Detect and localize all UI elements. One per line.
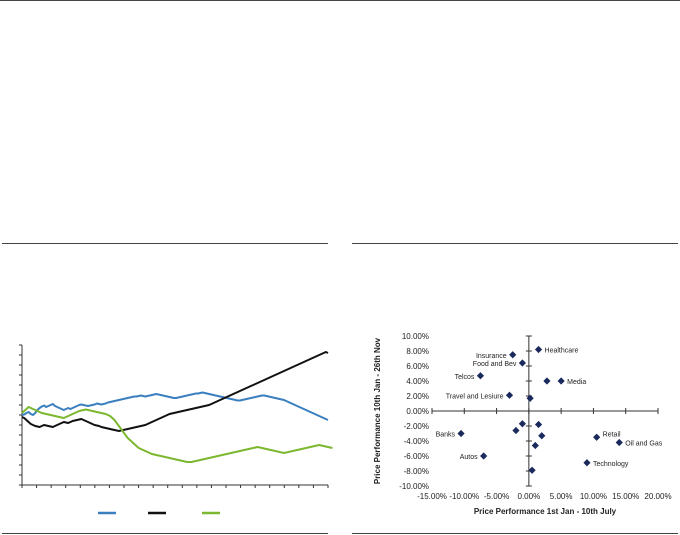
scatter-point bbox=[583, 459, 591, 467]
y-tick-label: 0.00% bbox=[406, 407, 429, 416]
y-tick-label: 6.00% bbox=[406, 362, 429, 371]
left-bottom-rule bbox=[2, 533, 328, 534]
x-tick-label: 0.00% bbox=[518, 492, 541, 501]
scatter-chart: 10.00% 8.00% 6.00% 4.00% 2.00% 0.00% -2.00% -4.… bbox=[373, 332, 672, 516]
series-line-1 bbox=[21, 391, 329, 421]
scatter-point bbox=[615, 438, 623, 447]
scatter-point bbox=[505, 391, 514, 399]
y-tick-label: -10.00% bbox=[399, 482, 429, 491]
right-bottom-rule bbox=[352, 533, 678, 534]
scatter-point bbox=[534, 345, 543, 354]
scatter-point bbox=[518, 420, 526, 428]
x-tick-label: 10.00% bbox=[580, 492, 607, 501]
scatter-chart-panel: 10.00% 8.00% 6.00% 4.00% 2.00% 0.00% -2.00% -4.… bbox=[340, 325, 680, 525]
scatter-point bbox=[509, 351, 517, 359]
scatter-point bbox=[557, 377, 565, 385]
scatter-point bbox=[480, 452, 488, 460]
series-line-2 bbox=[21, 351, 329, 432]
point-label: Healthcare bbox=[545, 348, 579, 355]
x-tick-label: -15.00% bbox=[417, 492, 447, 501]
point-label: Retail bbox=[603, 431, 621, 438]
point-label: Telcos bbox=[455, 374, 475, 381]
point-label: Travel and Lesiure bbox=[446, 393, 504, 400]
y-tick-label: -8.00% bbox=[404, 467, 429, 476]
x-tick-label: 20.00% bbox=[644, 492, 671, 501]
y-tick-label: 10.00% bbox=[402, 332, 429, 341]
scatter-point bbox=[543, 377, 551, 385]
point-label: Oil and Gas bbox=[625, 441, 662, 448]
point-label: Media bbox=[567, 379, 586, 386]
y-tick-label: 8.00% bbox=[406, 347, 429, 356]
line-chart bbox=[19, 344, 333, 515]
point-label: Technology bbox=[593, 461, 629, 468]
y-axis-title: Price Performance 10th Jan - 26th Nov bbox=[373, 337, 382, 484]
scatter-point bbox=[531, 441, 539, 450]
scatter-point bbox=[518, 359, 526, 367]
x-axis-title: Price Performance 1st Jan - 10th July bbox=[474, 507, 617, 516]
scatter-point bbox=[526, 394, 534, 402]
y-tick-label: 4.00% bbox=[406, 377, 429, 386]
scatter-point bbox=[538, 432, 546, 440]
scatter-point bbox=[476, 372, 485, 380]
top-rule bbox=[0, 0, 680, 1]
point-label: Autos bbox=[460, 454, 478, 461]
y-tick-label: 2.00% bbox=[406, 392, 429, 401]
point-label: Insurance bbox=[476, 353, 507, 360]
y-tick-label: -6.00% bbox=[404, 452, 429, 461]
right-mid-rule bbox=[352, 243, 678, 244]
x-tick-label: 5.00% bbox=[550, 492, 573, 501]
scatter-point bbox=[534, 420, 543, 429]
y-tick-label: -2.00% bbox=[404, 422, 429, 431]
point-label: Banks bbox=[436, 432, 456, 439]
y-tick-label: -4.00% bbox=[404, 437, 429, 446]
x-tick-label: -5.00% bbox=[484, 492, 509, 501]
x-tick-label: 15.00% bbox=[612, 492, 639, 501]
scatter-point bbox=[512, 426, 520, 435]
scatter-point bbox=[593, 433, 601, 441]
left-mid-rule bbox=[2, 243, 328, 244]
line-chart-panel bbox=[0, 335, 340, 525]
series-line-3 bbox=[21, 406, 333, 463]
scatter-point bbox=[457, 429, 465, 438]
x-tick-label: -10.00% bbox=[449, 492, 479, 501]
point-label: Food and Bev bbox=[473, 361, 517, 368]
scatter-point bbox=[528, 466, 536, 474]
